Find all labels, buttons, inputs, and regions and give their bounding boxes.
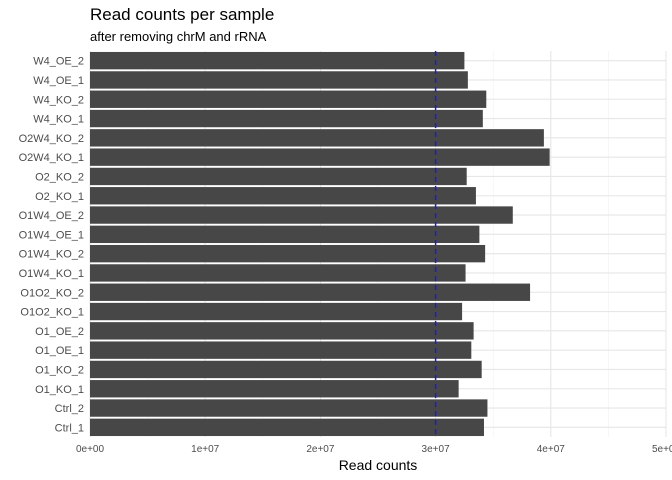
- y-tick-label: W4_KO_2: [33, 94, 84, 106]
- bar-W4_KO_2: [90, 90, 487, 108]
- y-tick-label: O1_KO_1: [35, 384, 84, 396]
- chart-subtitle: after removing chrM and rRNA: [90, 29, 267, 44]
- bar-O1_KO_1: [90, 380, 459, 398]
- y-tick-label: Ctrl_1: [55, 422, 84, 434]
- x-tick-label: 2e+07: [306, 444, 335, 455]
- y-tick-label: O1W4_OE_1: [19, 229, 84, 241]
- bar-O1O2_KO_1: [90, 302, 463, 321]
- bar-W4_OE_1: [90, 71, 468, 89]
- bar-Ctrl_2: [90, 399, 488, 417]
- y-tick-label: O2_KO_1: [35, 191, 84, 203]
- y-tick-label: O1O2_KO_1: [20, 307, 84, 319]
- y-tick-label: O1_KO_2: [35, 364, 84, 376]
- y-tick-label: O2W4_KO_1: [19, 152, 84, 164]
- x-tick-label: 0e+00: [76, 444, 105, 455]
- bar-O2W4_KO_1: [90, 148, 550, 166]
- bar-W4_OE_2: [90, 51, 465, 70]
- bar-O2_KO_1: [90, 187, 476, 205]
- y-tick-label: O2_KO_2: [35, 171, 84, 183]
- bar-O2_KO_2: [90, 167, 467, 186]
- y-tick-label: Ctrl_2: [55, 403, 84, 415]
- x-tick-label: 5e+07: [652, 444, 672, 455]
- y-tick-label: O2W4_KO_2: [19, 133, 84, 145]
- y-tick-label: O1_OE_2: [35, 326, 84, 338]
- x-tick-label: 3e+07: [422, 444, 451, 455]
- y-tick-label: O1O2_KO_2: [20, 287, 84, 299]
- bar-O1_OE_1: [90, 341, 472, 359]
- chart-title: Read counts per sample: [90, 5, 275, 24]
- y-tick-label: W4_KO_1: [33, 114, 84, 126]
- y-tick-label: O1W4_KO_2: [19, 249, 84, 261]
- bar-W4_KO_1: [90, 109, 483, 128]
- y-tick-label: O1W4_KO_1: [19, 268, 84, 280]
- bar-O1W4_OE_1: [90, 225, 480, 244]
- x-axis-label: Read counts: [339, 457, 418, 473]
- bar-O1W4_KO_1: [90, 264, 466, 282]
- x-tick-label: 1e+07: [191, 444, 220, 455]
- y-tick-label: O1_OE_1: [35, 345, 84, 357]
- x-tick-label: 4e+07: [537, 444, 566, 455]
- bar-O1_OE_2: [90, 322, 474, 340]
- y-tick-label: W4_OE_1: [33, 75, 84, 87]
- y-tick-label: W4_OE_2: [33, 56, 84, 68]
- bar-O1O2_KO_2: [90, 283, 531, 301]
- y-tick-label: O1W4_OE_2: [19, 210, 84, 222]
- bar-O1_KO_2: [90, 360, 482, 379]
- bar-O1W4_OE_2: [90, 206, 513, 224]
- bar-O2W4_KO_2: [90, 129, 544, 147]
- bar-Ctrl_1: [90, 418, 484, 437]
- bar-O1W4_KO_2: [90, 244, 486, 263]
